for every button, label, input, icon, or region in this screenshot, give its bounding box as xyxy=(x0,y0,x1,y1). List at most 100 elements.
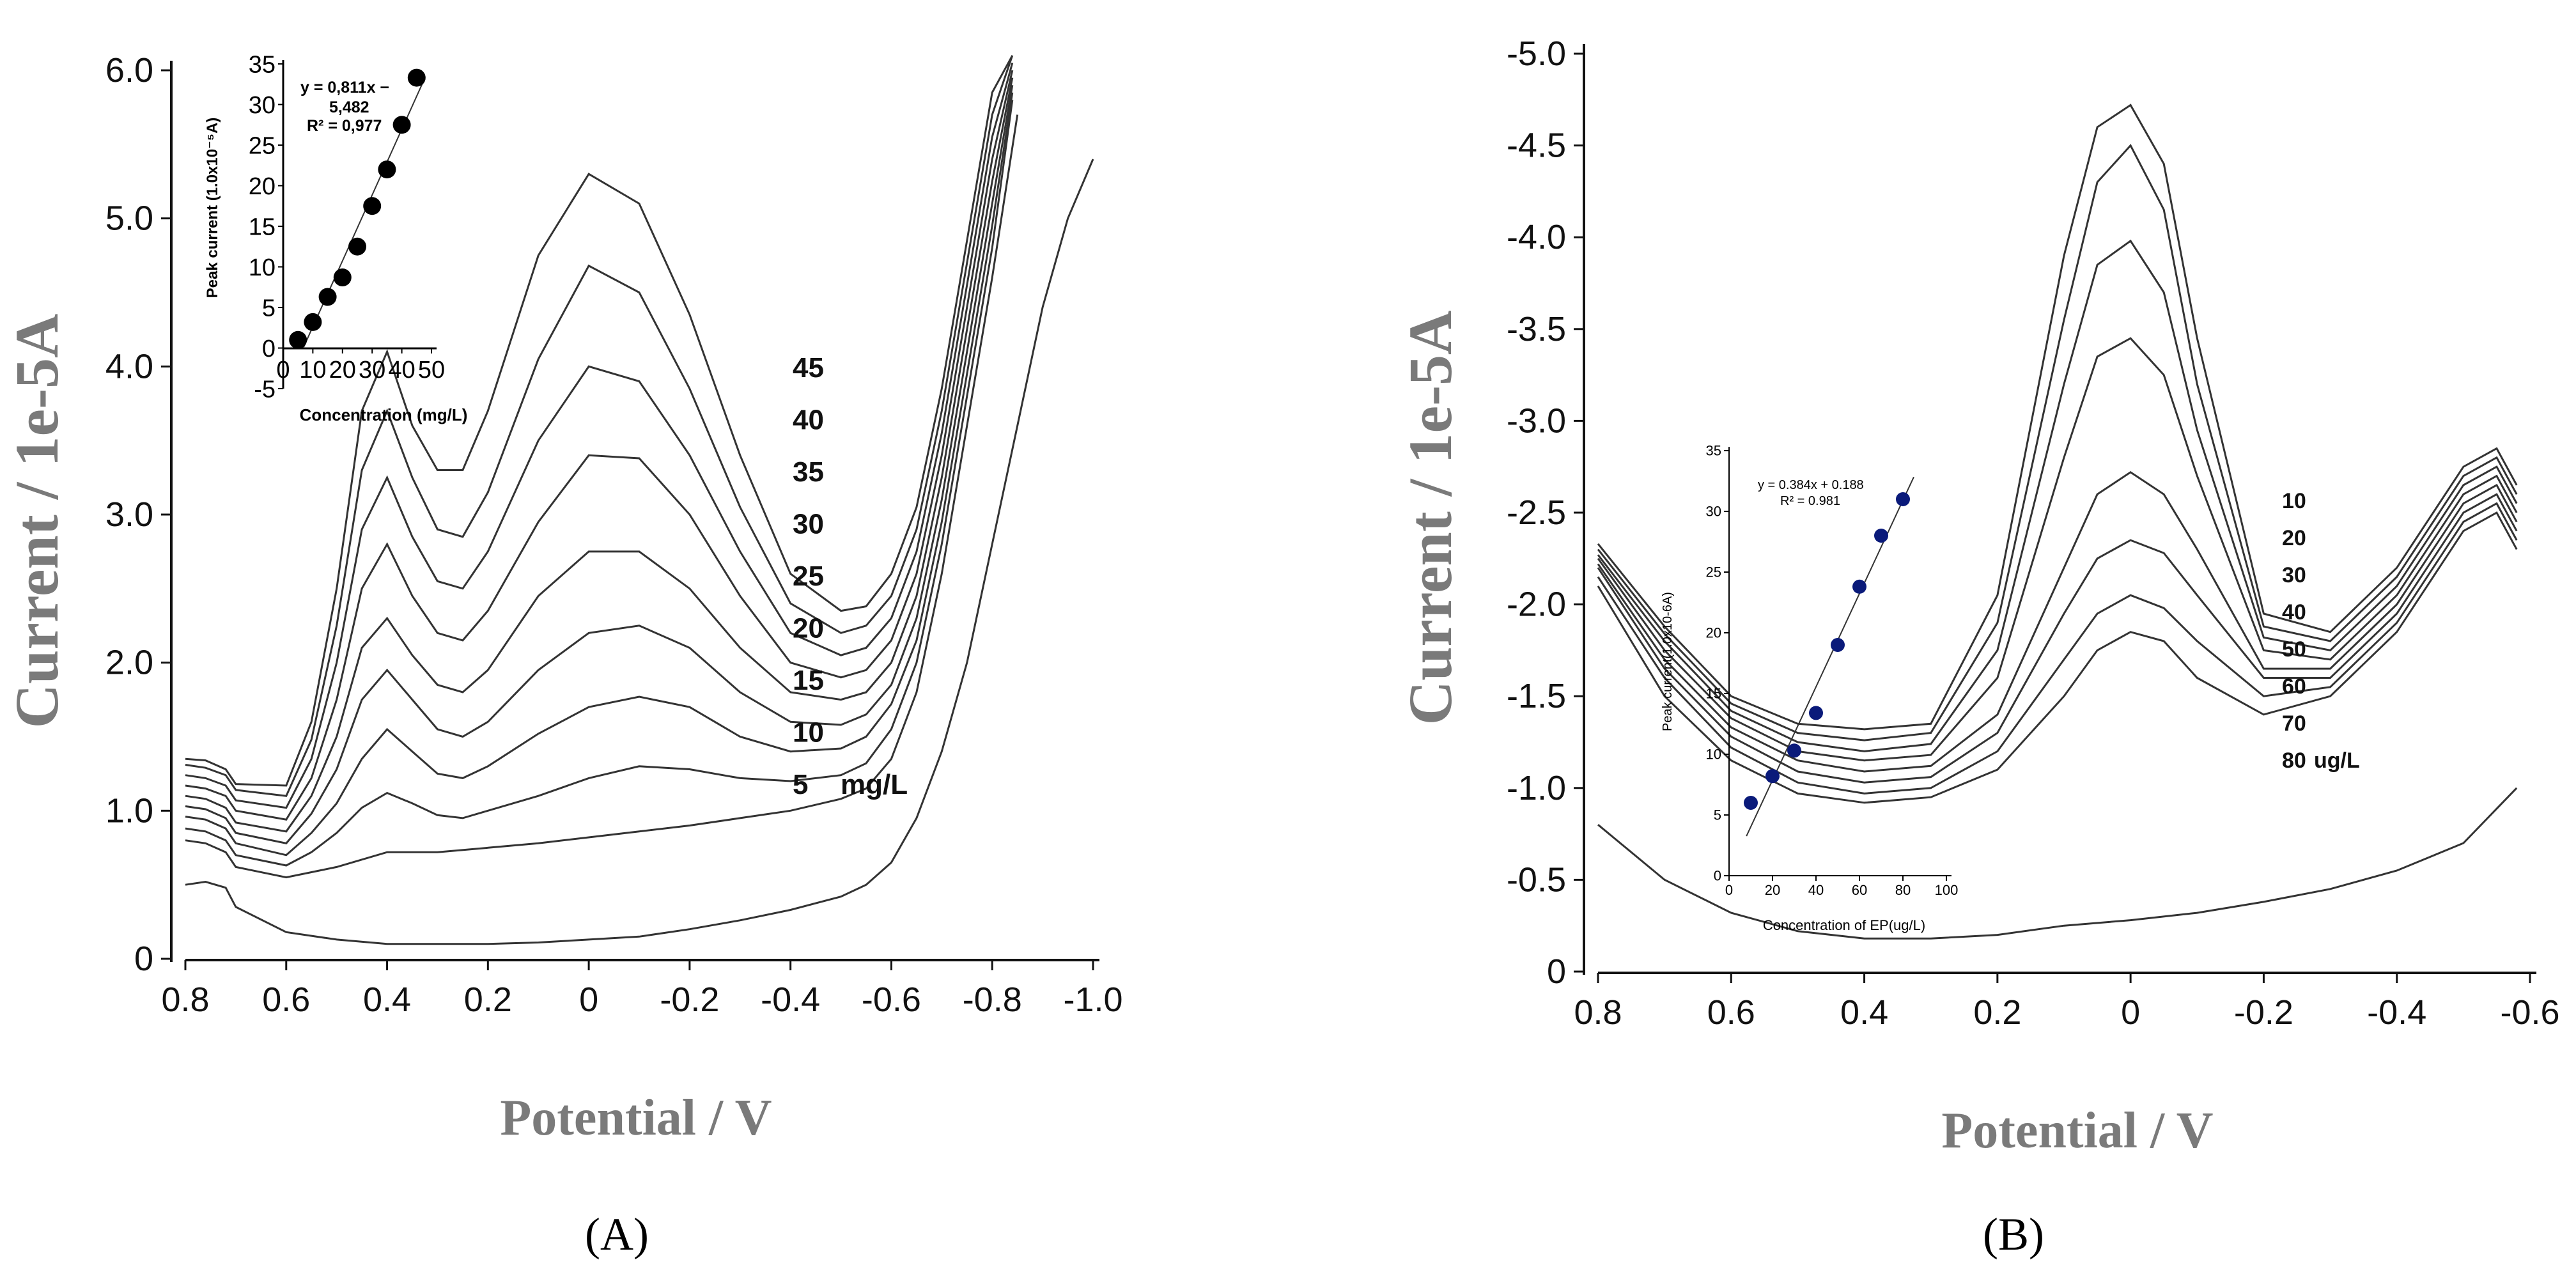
inset-data-point xyxy=(1852,579,1866,594)
x-tick-label: -0.8 xyxy=(963,981,1022,1019)
curve-30 xyxy=(1597,493,2518,784)
panel-b: 0.8 0.6 0.4 0.2 0 -0.2 -0.4 -0.6 0 -0.5 -1.0 -1.5 -… xyxy=(1396,35,2560,1260)
series-label: 15 xyxy=(793,665,824,696)
series-label: 10 xyxy=(793,717,824,748)
panel-a-inset-x-ticks: 0 10 20 30 40 50 xyxy=(276,348,445,384)
x-tick-label: -0.2 xyxy=(2234,993,2293,1032)
panel-b-x-ticks: 0.8 0.6 0.4 0.2 0 -0.2 -0.4 -0.6 xyxy=(1574,973,2560,1032)
panel-b-axes xyxy=(1583,44,2536,975)
x-tick-label: 0.6 xyxy=(262,981,310,1019)
y-tick-label: -4.0 xyxy=(1507,218,1566,256)
inset-y-tick-label: 25 xyxy=(1706,564,1721,580)
series-label: 60 xyxy=(2282,674,2306,699)
y-tick-label: -2.5 xyxy=(1507,493,1566,532)
panel-b-inset-equation-line-1: y = 0.384x + 0.188 xyxy=(1758,478,1864,492)
x-tick-label: 0.2 xyxy=(464,981,512,1019)
inset-data-point xyxy=(407,68,426,87)
inset-data-point xyxy=(333,268,352,287)
inset-data-point xyxy=(1787,743,1801,758)
x-tick-label: 0 xyxy=(579,981,598,1019)
curve-80 xyxy=(1597,104,2518,731)
panel-b-y-axis-title: Current / 1e-5A xyxy=(1396,311,1464,725)
curve-15 xyxy=(185,92,1014,857)
x-tick-label: -0.4 xyxy=(761,981,820,1019)
inset-y-tick-label: 5 xyxy=(262,295,275,322)
panel-b-inset-x-ticks: 0 20 40 60 80 100 xyxy=(1725,876,1958,898)
inset-y-tick-label: 20 xyxy=(249,173,275,200)
panel-a-curves xyxy=(185,55,1094,945)
x-tick-label: -1.0 xyxy=(1063,981,1122,1019)
series-unit-label: ug/L xyxy=(2314,748,2360,773)
x-tick-label: -0.2 xyxy=(660,981,719,1019)
inset-data-point xyxy=(363,197,382,215)
panel-a-inset-equation-line-1: y = 0,811x − xyxy=(300,79,389,97)
series-label: 20 xyxy=(2282,526,2306,550)
inset-y-tick-label: 5 xyxy=(1714,807,1721,823)
y-tick-label: 0 xyxy=(1547,952,1566,991)
inset-data-point xyxy=(1765,769,1780,784)
x-tick-label: 0.2 xyxy=(1973,993,2021,1032)
y-tick-label: -5.0 xyxy=(1507,35,1566,73)
panel-b-caption: (B) xyxy=(1983,1209,2044,1260)
y-tick-label: -4.5 xyxy=(1507,127,1566,165)
curve-20 xyxy=(185,84,1014,844)
inset-x-tick-label: 40 xyxy=(388,357,415,384)
panel-a-inset-x-title: Concentration (mg/L) xyxy=(300,405,468,424)
series-label: 40 xyxy=(793,405,824,436)
y-tick-label: -2.0 xyxy=(1507,586,1566,624)
panel-b-inset-x-title: Concentration of EP(ug/L) xyxy=(1763,917,1925,933)
curve-5 xyxy=(185,114,1019,879)
curve-60 xyxy=(1597,239,2518,752)
y-tick-label: -3.0 xyxy=(1507,401,1566,440)
panel-a-series-labels: 45 40 35 30 25 20 15 10 5 mg/L xyxy=(793,352,908,800)
inset-data-point xyxy=(1809,706,1823,720)
panel-b-inset-equation-line-2: R² = 0.981 xyxy=(1780,494,1840,508)
inset-y-tick-label: 30 xyxy=(1706,504,1721,520)
y-tick-label: -1.5 xyxy=(1507,677,1566,715)
series-label: 80 xyxy=(2282,748,2306,773)
panel-b-inset-y-title: Peak current(1.0x10-6A) xyxy=(1661,592,1675,731)
inset-data-point xyxy=(1831,638,1845,652)
inset-x-tick-label: 100 xyxy=(1935,882,1959,898)
panel-b-inset-y-ticks: 0 5 10 15 20 25 30 35 xyxy=(1706,443,1729,884)
series-label: 5 xyxy=(793,769,808,800)
panel-a-inset-points xyxy=(289,68,426,349)
panel-a-y-ticks: 0 1.0 2.0 3.0 4.0 5.0 6.0 xyxy=(105,51,171,978)
inset-data-point xyxy=(304,313,322,331)
series-label: 70 xyxy=(2282,711,2306,736)
y-tick-label: 5.0 xyxy=(105,199,153,238)
x-tick-label: 0.4 xyxy=(363,981,411,1019)
inset-x-tick-label: 20 xyxy=(329,357,356,384)
inset-x-tick-label: 50 xyxy=(418,357,445,384)
inset-data-point xyxy=(348,237,366,256)
inset-y-tick-label: 0 xyxy=(262,336,275,362)
x-tick-label: 0.4 xyxy=(1840,993,1888,1032)
inset-y-tick-label: 25 xyxy=(249,132,275,159)
series-label: 25 xyxy=(793,561,824,592)
inset-y-tick-label: 35 xyxy=(1706,443,1721,459)
x-tick-label: 0.8 xyxy=(1574,993,1622,1032)
curve-30 xyxy=(185,70,1014,821)
y-tick-label: 6.0 xyxy=(105,51,153,89)
curve-40 xyxy=(1597,471,2518,773)
series-label: 30 xyxy=(793,509,824,540)
panel-a-inset-equation-line-2: 5,482 xyxy=(329,98,369,116)
curve-70 xyxy=(1597,143,2518,741)
inset-x-tick-label: 30 xyxy=(359,357,385,384)
inset-y-tick-label: 35 xyxy=(249,51,275,78)
panel-a-x-axis-title: Potential / V xyxy=(500,1090,772,1146)
curve-40 xyxy=(185,55,1014,797)
inset-y-tick-label: 15 xyxy=(1706,686,1721,702)
inset-y-tick-label: -5 xyxy=(254,376,275,403)
inset-x-tick-label: 60 xyxy=(1852,882,1867,898)
panel-a-caption: (A) xyxy=(585,1209,649,1260)
series-label: 45 xyxy=(793,352,824,384)
inset-data-point xyxy=(378,160,396,179)
inset-x-tick-label: 40 xyxy=(1808,882,1824,898)
x-tick-label: -0.4 xyxy=(2367,993,2426,1032)
inset-data-point xyxy=(318,288,337,306)
curve-50 xyxy=(1597,337,2518,762)
y-tick-label: 2.0 xyxy=(105,644,153,682)
inset-data-point xyxy=(1896,492,1910,506)
